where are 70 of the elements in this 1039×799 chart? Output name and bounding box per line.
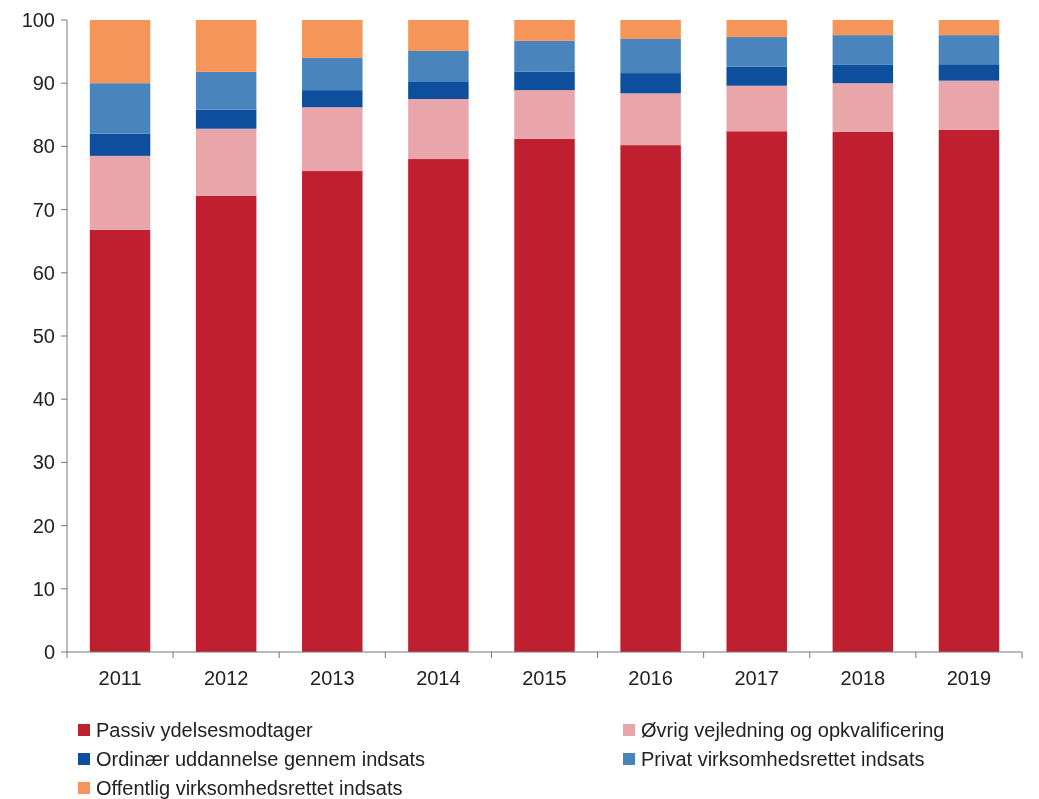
y-tick-label: 30 xyxy=(32,451,55,474)
x-tick-label: 2014 xyxy=(416,667,461,689)
legend-label: Passiv ydelsesmodtager xyxy=(96,719,314,741)
bar xyxy=(195,109,257,129)
x-tick-label: 2017 xyxy=(734,667,779,689)
y-tick-label: 70 xyxy=(32,198,55,221)
bar xyxy=(938,35,1000,65)
bar xyxy=(302,57,363,91)
x-tick-label: 2012 xyxy=(203,667,249,689)
bar xyxy=(938,64,1000,81)
x-tick-label: 2011 xyxy=(98,667,142,689)
bar xyxy=(620,38,681,74)
bar xyxy=(195,128,257,196)
bar xyxy=(514,20,575,41)
bar xyxy=(89,20,151,84)
bar xyxy=(408,159,469,652)
bar xyxy=(726,85,787,132)
y-tick-label: 40 xyxy=(32,388,55,411)
bar xyxy=(832,20,894,36)
bar xyxy=(832,64,894,84)
bar xyxy=(938,129,1000,652)
bar xyxy=(726,66,787,86)
y-tick-label: 90 xyxy=(32,72,55,95)
bar xyxy=(195,195,257,652)
legend-label: Privat virksomhedsrettet indsats xyxy=(641,748,925,770)
bar xyxy=(620,20,681,39)
bar xyxy=(408,50,469,82)
bar xyxy=(89,83,151,134)
y-tick-label: 100 xyxy=(21,9,55,31)
y-tick-label: 60 xyxy=(32,261,55,284)
bar xyxy=(726,37,787,67)
bar xyxy=(408,20,469,51)
bar xyxy=(832,131,894,652)
bar xyxy=(302,20,363,58)
x-tick-label: 2019 xyxy=(946,667,992,689)
x-tick-label: 2018 xyxy=(840,667,886,689)
y-tick-label: 50 xyxy=(32,325,55,347)
bar xyxy=(302,171,363,652)
bar xyxy=(514,71,575,91)
bar xyxy=(514,90,575,139)
bar xyxy=(832,35,894,65)
y-tick-label: 80 xyxy=(32,135,55,158)
bar xyxy=(195,20,257,72)
x-tick-label: 2013 xyxy=(310,667,355,689)
bar xyxy=(938,80,1000,130)
legend-label: Øvrig vejledning og opkvalificering xyxy=(641,719,945,741)
legend-label: Ordinær uddannelse gennem indsats xyxy=(96,748,426,770)
y-tick-label: 0 xyxy=(43,641,55,663)
y-tick-label: 20 xyxy=(32,514,55,537)
bar xyxy=(514,40,575,72)
bar xyxy=(620,93,681,146)
x-tick-label: 2016 xyxy=(628,667,673,689)
bar xyxy=(89,155,151,230)
bar xyxy=(89,133,151,156)
bar xyxy=(408,99,469,160)
bar xyxy=(620,73,681,94)
bar xyxy=(938,20,1000,36)
x-tick-label: 2015 xyxy=(522,667,567,689)
bar xyxy=(726,20,787,38)
bar xyxy=(726,131,787,652)
legend-label: Offentlig virksomhedsrettet indsats xyxy=(96,777,403,799)
bar xyxy=(832,83,894,132)
bar xyxy=(514,138,575,652)
bar xyxy=(408,81,469,99)
bar xyxy=(302,90,363,108)
bar xyxy=(89,229,151,652)
y-tick-label: 10 xyxy=(32,577,55,600)
bar xyxy=(302,107,363,172)
bar xyxy=(620,145,681,652)
bar xyxy=(195,71,257,110)
